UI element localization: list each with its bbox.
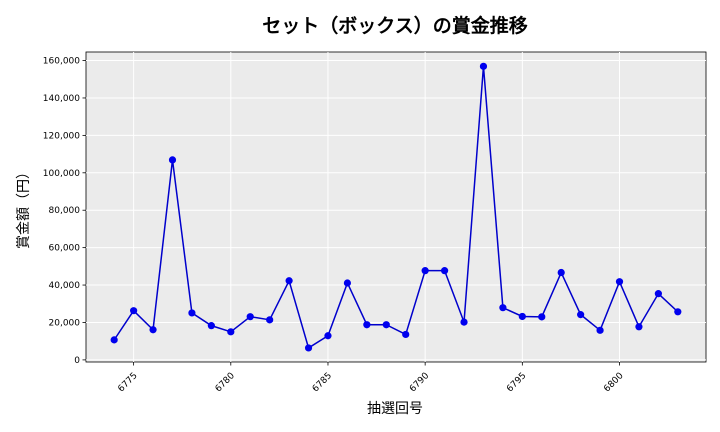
data-point — [304, 344, 313, 352]
x-axis: 6775 6780 6785 6790 6795 6800 — [116, 362, 626, 394]
series-line — [113, 66, 679, 350]
y-tick-label: 20,000 — [49, 318, 81, 328]
data-point — [285, 277, 293, 285]
y-axis: 0 20,000 40,000 60,000 80,000 100,000 120,000 1… — [43, 57, 86, 366]
data-point — [518, 312, 526, 321]
y-tick-label: 140,000 — [43, 94, 80, 104]
x-tick-label: 6785 — [311, 371, 334, 394]
data-point — [149, 326, 157, 334]
y-tick-label: 100,000 — [43, 169, 80, 179]
data-point — [557, 268, 565, 277]
data-point — [674, 308, 682, 316]
x-tick-label: 6780 — [214, 371, 237, 394]
x-tick-label: 6800 — [602, 371, 625, 394]
data-point — [227, 328, 235, 336]
x-tick-label: 6790 — [408, 371, 431, 394]
series — [110, 62, 682, 352]
data-point — [635, 323, 643, 331]
y-tick-label: 40,000 — [49, 281, 81, 291]
data-point — [382, 321, 390, 329]
data-point — [130, 307, 138, 315]
data-point — [266, 316, 274, 324]
data-point — [110, 336, 118, 344]
data-point — [596, 326, 604, 334]
data-point — [538, 313, 546, 321]
data-point — [654, 290, 662, 298]
data-point — [421, 267, 429, 275]
chart-title: セット（ボックス）の賞金推移 — [262, 14, 527, 37]
data-point — [324, 332, 332, 340]
data-point — [460, 318, 468, 326]
data-point — [188, 309, 196, 317]
y-tick-label: 80,000 — [49, 206, 81, 216]
y-axis-label: 賞金額（円） — [16, 165, 32, 249]
data-point — [168, 156, 177, 164]
y-tick-label: 120,000 — [43, 131, 80, 141]
data-point — [615, 278, 624, 286]
data-point — [440, 267, 449, 275]
data-point — [577, 311, 585, 319]
y-tick-label: 160,000 — [43, 57, 80, 67]
data-point — [363, 321, 371, 329]
data-point — [246, 313, 254, 321]
data-point — [343, 279, 352, 287]
data-point — [207, 322, 215, 330]
y-tick-label: 60,000 — [49, 244, 81, 254]
data-point — [499, 304, 507, 312]
x-tick-label: 6775 — [116, 371, 139, 394]
x-axis-label: 抽選回号 — [367, 401, 423, 417]
grid — [86, 52, 706, 362]
plot-area — [85, 51, 707, 363]
data-point — [402, 330, 410, 339]
x-tick-label: 6795 — [505, 371, 528, 394]
y-tick-label: 0 — [74, 356, 80, 366]
data-point — [479, 62, 488, 70]
